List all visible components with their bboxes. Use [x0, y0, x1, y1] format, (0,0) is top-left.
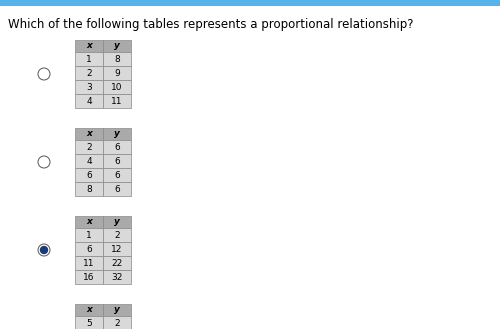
Bar [103, 182, 131, 196]
Text: 22: 22 [112, 259, 122, 267]
Bar [103, 304, 131, 316]
Bar [103, 80, 131, 94]
Bar [103, 242, 131, 256]
Text: 2: 2 [114, 318, 120, 327]
Text: 11: 11 [111, 96, 123, 106]
Text: 6: 6 [86, 170, 92, 180]
Circle shape [40, 246, 48, 254]
Text: y: y [114, 217, 120, 226]
Text: 8: 8 [114, 55, 120, 63]
Text: x: x [86, 130, 92, 139]
Text: y: y [114, 41, 120, 50]
Circle shape [38, 68, 50, 80]
Bar [103, 316, 131, 329]
Text: 8: 8 [86, 185, 92, 193]
Text: 2: 2 [86, 142, 92, 151]
Bar [103, 270, 131, 284]
Bar [103, 40, 131, 52]
Text: 4: 4 [86, 96, 92, 106]
Bar [103, 66, 131, 80]
Circle shape [38, 156, 50, 168]
Bar [75, 154, 103, 168]
Text: 32: 32 [112, 272, 122, 282]
Text: Which of the following tables represents a proportional relationship?: Which of the following tables represents… [8, 18, 414, 31]
Bar [0, 0, 500, 6]
Bar [103, 216, 131, 228]
Text: 2: 2 [86, 68, 92, 78]
Text: 2: 2 [114, 231, 120, 240]
Bar [103, 128, 131, 140]
Bar [75, 256, 103, 270]
Bar [75, 128, 103, 140]
Bar [75, 66, 103, 80]
Text: 6: 6 [114, 142, 120, 151]
Text: x: x [86, 217, 92, 226]
Text: 1: 1 [86, 55, 92, 63]
Text: y: y [114, 306, 120, 315]
Circle shape [38, 244, 50, 256]
Bar [75, 242, 103, 256]
Text: 1: 1 [86, 231, 92, 240]
Text: 6: 6 [114, 170, 120, 180]
Bar [103, 52, 131, 66]
Text: 3: 3 [86, 83, 92, 91]
Bar [75, 52, 103, 66]
Text: 16: 16 [83, 272, 95, 282]
Bar [75, 168, 103, 182]
Text: 12: 12 [112, 244, 122, 254]
Text: 11: 11 [83, 259, 95, 267]
Bar [75, 270, 103, 284]
Text: x: x [86, 41, 92, 50]
Text: 9: 9 [114, 68, 120, 78]
Bar [103, 256, 131, 270]
Text: 5: 5 [86, 318, 92, 327]
Text: 6: 6 [114, 157, 120, 165]
Bar [103, 154, 131, 168]
Bar [75, 80, 103, 94]
Bar [75, 94, 103, 108]
Text: 10: 10 [111, 83, 123, 91]
Bar [103, 94, 131, 108]
Text: 4: 4 [86, 157, 92, 165]
Bar [103, 140, 131, 154]
Text: 6: 6 [86, 244, 92, 254]
Bar [75, 140, 103, 154]
Bar [103, 228, 131, 242]
Text: y: y [114, 130, 120, 139]
Bar [75, 304, 103, 316]
Text: 6: 6 [114, 185, 120, 193]
Bar [75, 40, 103, 52]
Bar [75, 216, 103, 228]
Bar [75, 228, 103, 242]
Bar [103, 168, 131, 182]
Bar [75, 182, 103, 196]
Bar [75, 316, 103, 329]
Text: x: x [86, 306, 92, 315]
